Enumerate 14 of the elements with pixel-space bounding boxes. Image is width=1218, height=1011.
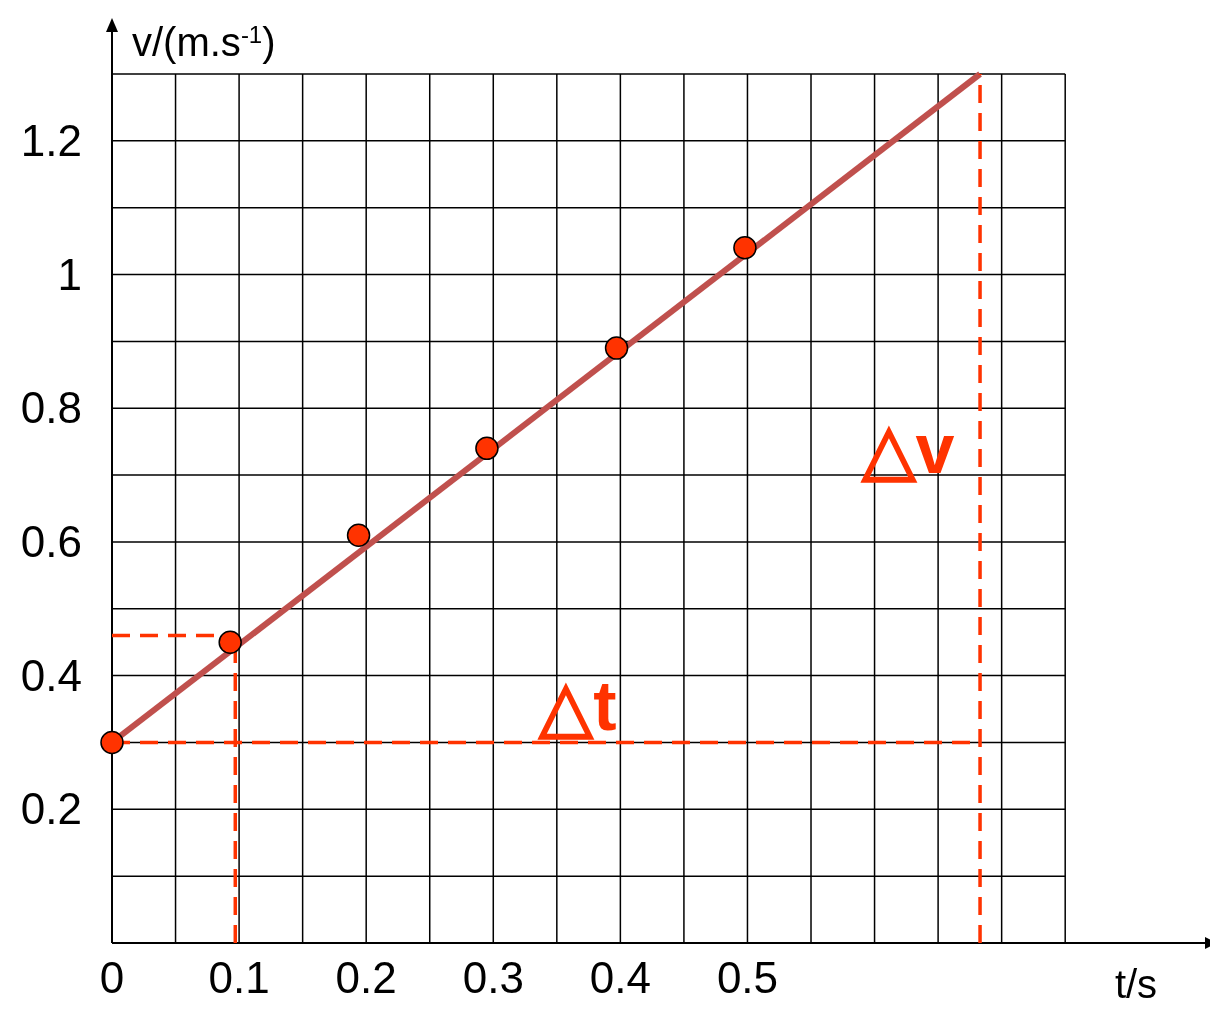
x-axis-title: t/s [1114, 962, 1158, 1006]
x-tick-label: 0.2 [335, 953, 397, 1002]
x-tick-label: 0.1 [208, 953, 270, 1002]
y-axis-title: v/(m.s$^{-1}$) [132, 20, 276, 64]
y-tick-label: 0.6 [20, 516, 82, 566]
x-tick-label: 0.3 [462, 953, 524, 1002]
x-tick-label: 0.4 [589, 953, 651, 1002]
y-tick-label: 1.2 [20, 115, 82, 165]
y-tick-label: 0.4 [20, 650, 82, 700]
y-tick-label: 0.2 [20, 784, 82, 834]
y-tick-label: 1 [57, 249, 82, 299]
x-tick-label: 0 [99, 953, 125, 1002]
y-tick-label: 0.8 [20, 383, 82, 433]
x-tick-label: 0.5 [716, 953, 779, 1002]
